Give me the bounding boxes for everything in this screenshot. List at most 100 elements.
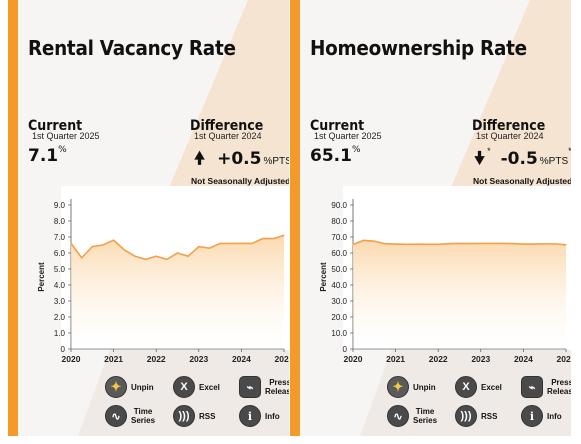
data-point <box>230 242 232 244</box>
data-point <box>448 243 450 245</box>
data-point <box>416 243 418 245</box>
press-release-button[interactable]: ⌁ Press Release <box>521 376 571 398</box>
data-point <box>501 242 503 244</box>
data-point <box>166 258 168 260</box>
difference-label: Difference <box>472 118 546 134</box>
x-tick-label: 2024 <box>232 354 251 364</box>
x-tick-label: 2025 <box>275 354 289 364</box>
not-seasonally-adjusted-label: Not Seasonally Adjusted <box>473 176 571 186</box>
y-axis-label: Percent <box>319 262 328 292</box>
current-label: Current <box>310 118 365 134</box>
unpin-button[interactable]: ✦ Unpin <box>387 376 436 398</box>
data-point <box>426 243 429 245</box>
data-point <box>176 252 179 254</box>
difference-period: 1st Quarter 2024 <box>194 131 262 141</box>
difference-period: 1st Quarter 2024 <box>476 131 544 141</box>
excel-icon: X <box>455 376 477 398</box>
y-tick-label: 40.0 <box>331 281 347 290</box>
y-tick-label: 90.0 <box>331 201 347 210</box>
y-tick-label: 20.0 <box>331 313 347 322</box>
difference-label: Difference <box>190 118 264 134</box>
data-point <box>373 240 375 242</box>
x-tick-label: 2021 <box>104 354 123 364</box>
y-tick-label: 9.0 <box>54 201 66 210</box>
x-tick-label: 2025 <box>557 354 571 364</box>
data-point <box>533 243 535 245</box>
pin-icon: ✦ <box>387 376 409 398</box>
x-tick-label: 2024 <box>514 354 533 364</box>
info-button[interactable]: i Info <box>521 405 562 427</box>
data-point <box>272 238 274 240</box>
difference-star: * <box>487 146 491 156</box>
x-tick-label: 2022 <box>429 354 448 364</box>
difference-value: 🠟 * -0.5 %PTS * <box>474 146 571 175</box>
data-point <box>102 244 104 246</box>
info-button[interactable]: i Info <box>239 405 280 427</box>
homeownership-panel: Homeownership Rate Current 1st Quarter 2… <box>290 0 571 436</box>
press-release-button[interactable]: ⌁ Press Release <box>239 376 289 398</box>
data-point <box>565 244 567 246</box>
time-series-icon: ∿ <box>105 405 127 427</box>
data-point <box>512 242 514 245</box>
data-point <box>187 255 189 257</box>
y-tick-label: 4.0 <box>54 281 66 290</box>
data-point <box>522 243 524 245</box>
data-point <box>405 243 407 245</box>
data-point <box>81 257 83 259</box>
rental-vacancy-panel: Rental Vacancy Rate Current 1st Quarter … <box>8 0 289 436</box>
excel-icon: X <box>173 376 195 398</box>
info-icon: i <box>521 405 543 427</box>
y-axis-label: Percent <box>37 262 46 292</box>
panel-title: Homeownership Rate <box>310 36 527 60</box>
arrow-down-icon: 🠟 <box>474 149 486 168</box>
y-tick-label: 10.0 <box>331 329 347 338</box>
data-point <box>155 255 157 257</box>
rss-button[interactable]: ))) RSS <box>173 405 215 427</box>
data-point <box>208 247 211 249</box>
time-series-button[interactable]: ∿ Time Series <box>105 405 155 427</box>
x-tick-label: 2023 <box>471 354 490 364</box>
unit-star: * <box>568 146 571 156</box>
current-period: 1st Quarter 2025 <box>314 131 382 141</box>
data-point <box>198 246 200 248</box>
data-point <box>113 239 115 241</box>
time-series-button[interactable]: ∿ Time Series <box>387 405 437 427</box>
data-point <box>134 255 136 257</box>
data-point <box>91 246 93 248</box>
rss-button[interactable]: ))) RSS <box>455 405 497 427</box>
data-point <box>283 234 285 236</box>
data-point <box>219 242 221 244</box>
y-tick-label: 0 <box>61 345 66 354</box>
data-point <box>395 243 397 245</box>
data-point <box>554 243 556 245</box>
data-point <box>544 243 546 245</box>
pin-icon: ✦ <box>105 376 127 398</box>
current-value: 7.1% <box>28 145 67 166</box>
rental-vacancy-chart: 0 1.0 2.0 3.0 4.0 5.0 6.0 7.0 8.0 9.0 2020 2021 2022… <box>37 199 289 364</box>
data-point <box>480 242 482 244</box>
data-point <box>363 239 365 241</box>
excel-button[interactable]: X Excel <box>173 376 220 398</box>
y-tick-label: 30.0 <box>331 297 347 306</box>
time-series-icon: ∿ <box>387 405 409 427</box>
y-tick-label: 0 <box>343 345 348 354</box>
not-seasonally-adjusted-label: Not Seasonally Adjusted <box>191 176 289 186</box>
data-point <box>123 249 125 251</box>
x-tick-label: 2021 <box>386 354 405 364</box>
data-point <box>262 238 264 240</box>
difference-value: 🠝 +0.5 %PTS <box>194 146 289 175</box>
data-point <box>384 243 386 245</box>
x-tick-label: 2023 <box>189 354 208 364</box>
excel-button[interactable]: X Excel <box>455 376 502 398</box>
data-point <box>469 242 471 245</box>
current-value: 65.1% <box>310 145 361 166</box>
unpin-button[interactable]: ✦ Unpin <box>105 376 154 398</box>
press-release-icon: ⌁ <box>239 376 261 398</box>
homeownership-chart: 0 10.0 20.0 30.0 40.0 50.0 60.0 70.0 80.0 90.0 202… <box>319 199 571 364</box>
y-tick-label: 5.0 <box>54 265 66 274</box>
press-release-icon: ⌁ <box>521 376 543 398</box>
y-tick-label: 70.0 <box>331 233 347 242</box>
data-point <box>251 242 253 244</box>
data-point <box>144 258 147 260</box>
x-tick-label: 2022 <box>147 354 166 364</box>
